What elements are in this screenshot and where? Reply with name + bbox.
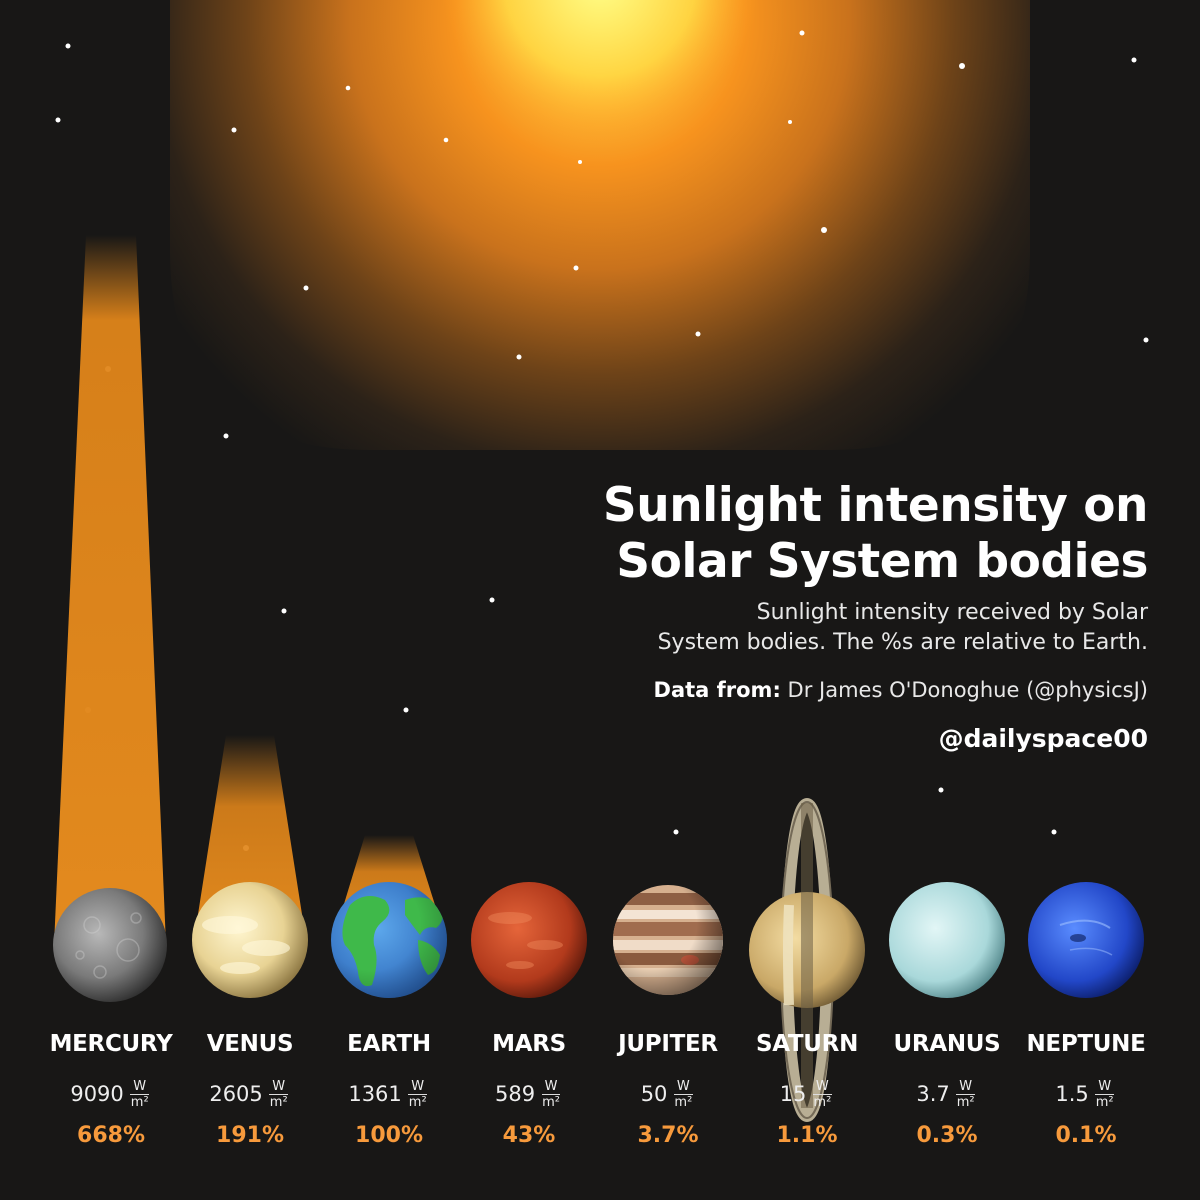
unit-denominator: m² xyxy=(269,1094,288,1110)
unit-denominator: m² xyxy=(813,1094,832,1110)
relative-percent: 668% xyxy=(77,1123,145,1148)
unit-numerator: W xyxy=(408,1079,428,1095)
relative-percent: 0.1% xyxy=(1055,1123,1117,1148)
relative-percent: 0.3% xyxy=(916,1123,978,1148)
unit-denominator: m² xyxy=(1095,1094,1114,1110)
mercury-planet xyxy=(53,888,167,1002)
planet-name: SATURN xyxy=(755,1031,859,1057)
intensity-number: 50 xyxy=(640,1082,668,1106)
jupiter-planet xyxy=(613,885,723,995)
unit-numerator: W xyxy=(812,1079,832,1095)
unit-denominator: m² xyxy=(130,1094,149,1110)
unit-numerator: W xyxy=(956,1079,976,1095)
intensity-number: 2605 xyxy=(209,1082,263,1106)
subtitle-line-2: System bodies. The %s are relative to Ea… xyxy=(657,630,1148,655)
subtitle-line-1: Sunlight intensity received by Solar xyxy=(756,600,1148,625)
neptune-planet xyxy=(1028,882,1144,998)
intensity-number: 1361 xyxy=(348,1082,402,1106)
unit-denominator: m² xyxy=(542,1094,560,1110)
planet-name: EARTH xyxy=(347,1031,431,1057)
planet-name: MARS xyxy=(492,1031,566,1057)
unit-numerator: W xyxy=(269,1079,289,1095)
unit-denominator: m² xyxy=(956,1094,975,1110)
unit-numerator: W xyxy=(130,1079,150,1095)
source-value: Dr James O'Donoghue (@physicsJ) xyxy=(787,678,1148,702)
mercury-beam xyxy=(54,235,166,945)
subtitle: Sunlight intensity received by Solar Sys… xyxy=(528,598,1148,658)
saturn-planet xyxy=(749,798,865,1122)
page-title: Sunlight intensity on Solar System bodie… xyxy=(448,478,1149,590)
sun-glow xyxy=(170,0,1030,450)
data-source: Data from: Dr James O'Donoghue (@physics… xyxy=(448,676,1148,704)
intensity-number: 589 xyxy=(495,1082,536,1106)
venus-beam xyxy=(194,735,306,940)
unit-numerator: W xyxy=(541,1079,561,1095)
planet-name: MERCURY xyxy=(49,1031,173,1057)
relative-percent: 191% xyxy=(216,1123,284,1148)
relative-percent: 100% xyxy=(355,1123,423,1148)
mars-planet xyxy=(471,882,587,998)
unit-denominator: m² xyxy=(408,1094,427,1110)
uranus-planet xyxy=(889,882,1005,998)
unit-numerator: W xyxy=(1095,1079,1115,1095)
title-line-1: Sunlight intensity on xyxy=(602,478,1149,533)
intensity-number: 9090 xyxy=(70,1082,124,1106)
unit-numerator: W xyxy=(673,1079,693,1095)
planet-name: JUPITER xyxy=(618,1031,718,1057)
unit-denominator: m² xyxy=(674,1094,693,1110)
venus-planet xyxy=(192,882,308,998)
relative-percent: 43% xyxy=(502,1123,556,1148)
title-line-2: Solar System bodies xyxy=(616,534,1148,589)
sun-core xyxy=(441,0,759,140)
relative-percent: 1.1% xyxy=(776,1123,838,1148)
earth-planet xyxy=(331,882,447,998)
intensity-number: 15 xyxy=(779,1082,807,1106)
intensity-number: 3.7 xyxy=(916,1082,950,1106)
planet-name: URANUS xyxy=(893,1031,1001,1057)
relative-percent: 3.7% xyxy=(637,1123,699,1148)
author-handle: @dailyspace00 xyxy=(938,724,1148,753)
planet-name: VENUS xyxy=(206,1031,294,1057)
intensity-number: 1.5 xyxy=(1055,1082,1089,1106)
planet-name: NEPTUNE xyxy=(1026,1031,1146,1057)
source-label: Data from: xyxy=(653,678,781,702)
